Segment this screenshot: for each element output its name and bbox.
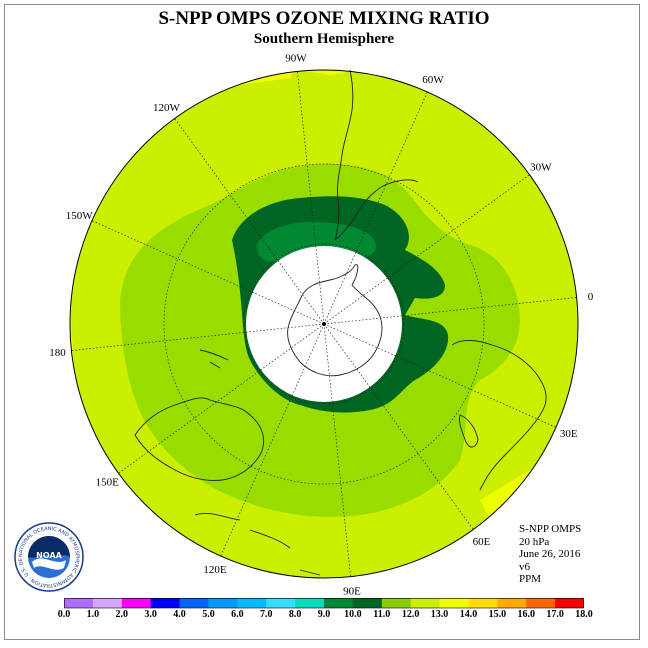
south-pole-marker [322, 322, 326, 326]
colorbar-segment [121, 598, 152, 608]
colorbar [64, 598, 584, 609]
logo-text: NOAA [36, 551, 62, 560]
colorbar-label: 18.0 [575, 609, 593, 620]
map-subtitle: Southern Hemisphere [253, 31, 395, 47]
colorbar-label: 11.0 [373, 609, 391, 620]
colorbar-label: 9.0 [317, 609, 331, 620]
meridian-line [323, 323, 474, 530]
colorbar-label: 10.0 [344, 609, 362, 620]
colorbar-label: 0.0 [57, 609, 71, 620]
colorbar-segment [64, 598, 94, 608]
colorbar-label: 7.0 [259, 609, 273, 620]
colorbar-label: 14.0 [459, 609, 478, 620]
longitude-label: 30W [530, 162, 552, 174]
longitude-label: 120W [153, 102, 181, 114]
colorbar-label: 16.0 [517, 609, 535, 620]
colorbar-segment [324, 598, 354, 608]
coastline-antarctica [287, 264, 383, 377]
longitude-label: 60E [473, 536, 491, 548]
colorbar-label: 6.0 [231, 609, 244, 620]
colorbar-segment [555, 598, 584, 608]
longitude-label: 60W [422, 74, 444, 86]
colorbar-segment [179, 598, 209, 608]
colorbar-segment [208, 598, 238, 608]
colorbar-segment [237, 598, 267, 608]
latitude-circle [163, 163, 485, 485]
meridian-line [323, 91, 428, 325]
meridian-line [220, 323, 325, 557]
colorbar-segment [381, 598, 412, 608]
colorbar-label: 8.0 [288, 609, 302, 620]
meridian-line [323, 297, 577, 325]
colorbar-segment [468, 598, 498, 608]
colorbar-label: 4.0 [173, 609, 186, 620]
coastline-new-zealand [199, 349, 229, 369]
noaa-logo: NATIONAL OCEANIC AND ATMOSPHERIC ADMINIS… [14, 522, 84, 592]
colorbar-label: 2.0 [115, 609, 129, 620]
meridian-line [91, 220, 325, 325]
coastline-madagascar [459, 414, 479, 448]
coastline-australia [134, 397, 264, 481]
colorbar-label: 5.0 [202, 609, 215, 620]
colorbar-segment [526, 598, 556, 608]
longitude-label: 0 [588, 291, 594, 303]
globe-border [69, 69, 579, 579]
info-version: v6 [519, 560, 530, 573]
longitude-label: 150E [96, 477, 120, 489]
coastlines [134, 69, 547, 576]
latitude-circle [243, 243, 405, 405]
meridian-line [323, 323, 351, 577]
meridian-line [174, 118, 325, 325]
coastline-africa [451, 340, 547, 491]
graticule [71, 71, 577, 577]
info-level: 20 hPa [519, 535, 550, 548]
colorbar-label: 3.0 [144, 609, 157, 620]
meridian-line [118, 323, 325, 474]
colorbar-segment [150, 598, 181, 608]
map-title: S-NPP OMPS OZONE MIXING RATIO [158, 8, 490, 29]
colorbar-frame [64, 598, 584, 609]
plot-frame [4, 4, 640, 640]
info-date: June 26, 2016 [519, 548, 581, 560]
longitude-labels: 90W 60W 30W 0 30E 60E 90E 120E 150E 180 150W 120W [49, 53, 594, 598]
colorbar-segment [439, 598, 469, 608]
coastline-south-america [334, 69, 419, 241]
longitude-label: 30E [560, 428, 578, 440]
colorbar-segment [295, 598, 325, 608]
colorbar-segment [497, 598, 527, 608]
colorbar-label: 12.0 [401, 609, 420, 620]
longitude-label: 150W [66, 210, 94, 222]
meridian-line [323, 323, 557, 428]
colorbar-label: 13.0 [430, 609, 449, 620]
colorbar-label: 15.0 [488, 609, 507, 620]
longitude-label: 120E [203, 564, 227, 576]
colorbar-segment [92, 598, 123, 608]
longitude-label: 90W [285, 53, 307, 65]
colorbar-label: 1.0 [86, 609, 100, 620]
meridian-line [297, 71, 325, 325]
longitude-label: 180 [49, 347, 66, 359]
colorbar-label: 17.0 [546, 609, 564, 620]
meridian-line [71, 323, 325, 351]
coastline-indonesia [194, 512, 321, 576]
colorbar-segment [266, 598, 296, 608]
colorbar-segment [410, 598, 441, 608]
colorbar-segment [352, 598, 383, 608]
info-panel: S-NPP OMPS 20 hPa June 26, 2016 v6 PPM [519, 523, 581, 586]
longitude-label: 90E [343, 586, 361, 598]
info-instrument: S-NPP OMPS [519, 523, 582, 535]
info-units: PPM [519, 573, 542, 585]
meridian-line [323, 174, 530, 325]
